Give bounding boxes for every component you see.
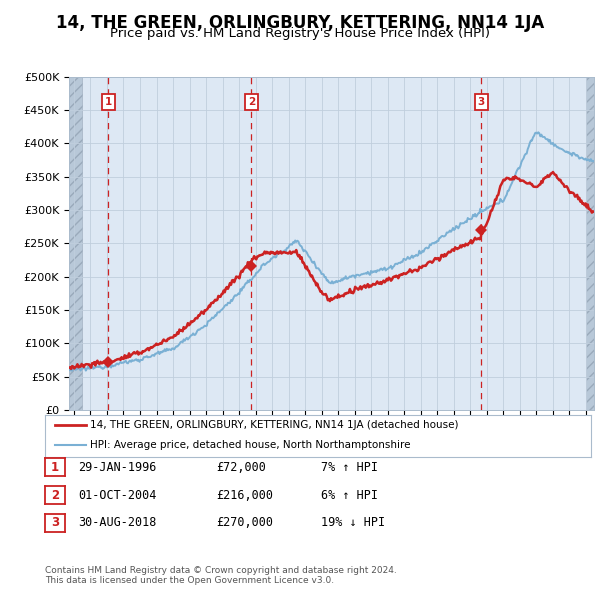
Text: HPI: Average price, detached house, North Northamptonshire: HPI: Average price, detached house, Nort…: [90, 440, 410, 450]
Text: Contains HM Land Registry data © Crown copyright and database right 2024.
This d: Contains HM Land Registry data © Crown c…: [45, 566, 397, 585]
Text: 7% ↑ HPI: 7% ↑ HPI: [321, 461, 378, 474]
Text: 29-JAN-1996: 29-JAN-1996: [78, 461, 157, 474]
Text: 2: 2: [51, 489, 59, 502]
Text: 1: 1: [51, 461, 59, 474]
Text: 6% ↑ HPI: 6% ↑ HPI: [321, 489, 378, 502]
Text: 30-AUG-2018: 30-AUG-2018: [78, 516, 157, 529]
Text: £270,000: £270,000: [216, 516, 273, 529]
Bar: [69, 77, 82, 410]
Text: 3: 3: [51, 516, 59, 529]
Text: 19% ↓ HPI: 19% ↓ HPI: [321, 516, 385, 529]
Text: £216,000: £216,000: [216, 489, 273, 502]
Text: 2: 2: [248, 97, 255, 107]
Text: 14, THE GREEN, ORLINGBURY, KETTERING, NN14 1JA: 14, THE GREEN, ORLINGBURY, KETTERING, NN…: [56, 14, 544, 32]
Text: 3: 3: [478, 97, 485, 107]
Text: Price paid vs. HM Land Registry's House Price Index (HPI): Price paid vs. HM Land Registry's House …: [110, 27, 490, 40]
Bar: [586, 77, 594, 410]
Text: 01-OCT-2004: 01-OCT-2004: [78, 489, 157, 502]
Text: 14, THE GREEN, ORLINGBURY, KETTERING, NN14 1JA (detached house): 14, THE GREEN, ORLINGBURY, KETTERING, NN…: [90, 421, 458, 430]
Text: £72,000: £72,000: [216, 461, 266, 474]
Text: 1: 1: [104, 97, 112, 107]
